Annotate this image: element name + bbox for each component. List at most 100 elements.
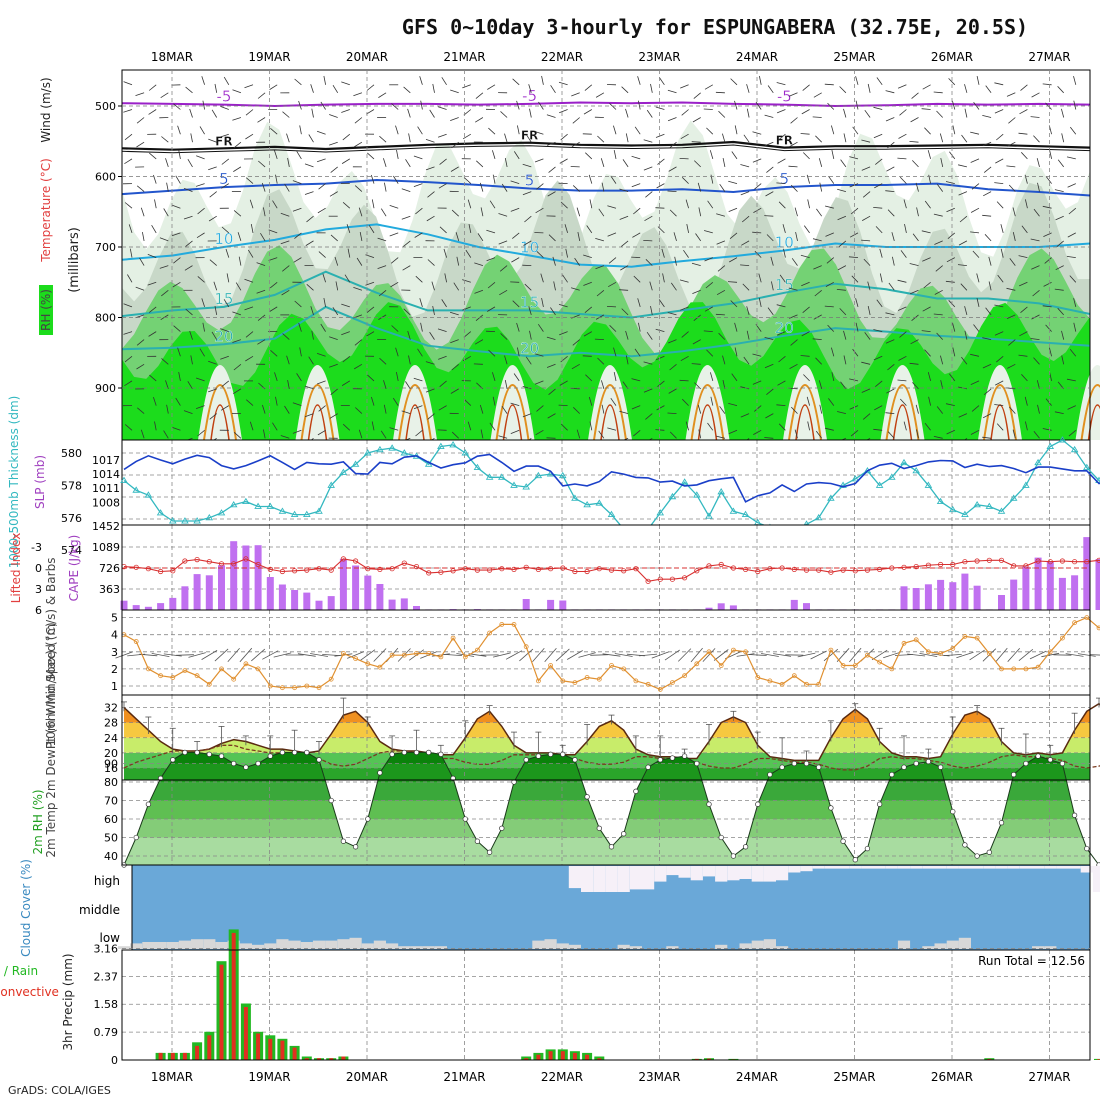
wind-barb (583, 281, 592, 286)
wind-barb (946, 429, 955, 435)
wind-barb (807, 199, 810, 209)
cape-bar (559, 600, 567, 610)
wind-barb (462, 84, 471, 89)
wind-barb (178, 149, 181, 159)
wind-barb (353, 92, 363, 97)
wind-barb (1012, 207, 1016, 217)
wind-barb-10m (444, 654, 463, 656)
wind-barb (976, 298, 980, 307)
wind-barb (504, 380, 508, 389)
wind-barb (710, 372, 714, 382)
wind-barb (1036, 158, 1040, 168)
wind-barb (427, 259, 435, 266)
wind-barb-10m (201, 650, 218, 660)
rh-point (291, 749, 298, 756)
thickness-point (1046, 442, 1055, 449)
lifted-index-point (816, 567, 822, 573)
rh-point (681, 753, 688, 759)
rh-point (596, 825, 602, 831)
thickness-point (120, 476, 128, 483)
rh-point (1011, 771, 1017, 778)
wind-barb (806, 174, 810, 184)
lifted-index-point (401, 560, 407, 566)
wind-barb (232, 388, 242, 395)
wind-barb (1067, 232, 1076, 238)
lifted-index-point (608, 567, 615, 573)
wind-barb (897, 306, 907, 311)
lifted-index-point (803, 567, 810, 573)
rh-point (365, 816, 371, 822)
wind-speed-point (926, 649, 931, 655)
lifted-index-point (194, 556, 200, 563)
cloud-low-bar (422, 946, 435, 949)
wind-barb (607, 427, 617, 431)
wind-barb (1018, 354, 1028, 357)
wind-speed-point (840, 663, 846, 668)
wind-barb (1073, 298, 1077, 307)
isotherm-label: -5 (216, 88, 231, 106)
cloud-low-bar (434, 946, 447, 949)
rh-point (231, 760, 237, 767)
wind-barb (837, 215, 847, 221)
rh-tick-label: 50 (104, 832, 118, 845)
wind-barb (487, 84, 496, 90)
wind-barb (245, 133, 254, 140)
wind-barb-10m (239, 647, 253, 663)
isotherm-30-core (600, 404, 620, 441)
wind-barb-10m (297, 653, 316, 657)
lifted-index-point (852, 568, 858, 574)
rh-point (279, 749, 286, 756)
wind-barb (778, 201, 786, 209)
wind-barb (304, 191, 314, 195)
wind-barb (683, 249, 689, 258)
wind-barb (286, 133, 290, 143)
wind-barb-10m (175, 654, 194, 656)
cloud-low-bar (337, 939, 350, 949)
cloud-axis-label: Cloud Cover (%) (19, 859, 33, 957)
thickness-point (290, 510, 299, 518)
wind-barb (171, 426, 181, 431)
wind-barb (843, 133, 847, 143)
wind-barb (885, 90, 895, 94)
wind-speed-point (145, 666, 151, 672)
cloud-low-bar (239, 943, 252, 949)
rh-point (937, 764, 944, 770)
wind-barb (323, 75, 326, 85)
rh-point (218, 753, 225, 759)
wind-barb (201, 76, 205, 85)
wind-barb-10m (969, 649, 985, 661)
wind-barb (601, 182, 605, 192)
bottom-date-label: 22MAR (541, 1070, 583, 1084)
wind-barb (1032, 289, 1040, 297)
wind-barb (211, 109, 218, 118)
wind-barb (225, 248, 230, 258)
lifted-index-point (730, 565, 737, 571)
wind-barb (852, 348, 859, 357)
wind-barb (1020, 84, 1028, 91)
wind-barb (824, 305, 834, 308)
wind-barb-10m (262, 650, 279, 660)
wind-barb (970, 353, 980, 357)
thickness-point (327, 481, 335, 488)
cape-bar (303, 592, 311, 610)
rh-point (389, 751, 395, 757)
wind-barb (548, 388, 556, 396)
wind-barb (743, 356, 750, 365)
wind-barb-10m (468, 653, 487, 657)
wind-barb (754, 405, 762, 412)
wind-speed-point (206, 681, 212, 687)
thickness-point (181, 517, 189, 524)
precip-conv-bar (219, 964, 224, 1060)
cloud-high-bar (593, 866, 606, 892)
wind-barb (803, 374, 810, 382)
wind-barb (597, 135, 605, 143)
wind-barb (232, 89, 242, 94)
temperature-axis-label: Temperature (°C) (39, 158, 53, 263)
wind-barb (958, 191, 968, 196)
precip-conv-bar (694, 1058, 699, 1060)
precip-conv-bar (707, 1058, 711, 1060)
wind-barb (244, 278, 254, 283)
wind-barb-10m (273, 652, 292, 658)
wind-barb (456, 256, 460, 266)
wind-barb (535, 207, 544, 214)
